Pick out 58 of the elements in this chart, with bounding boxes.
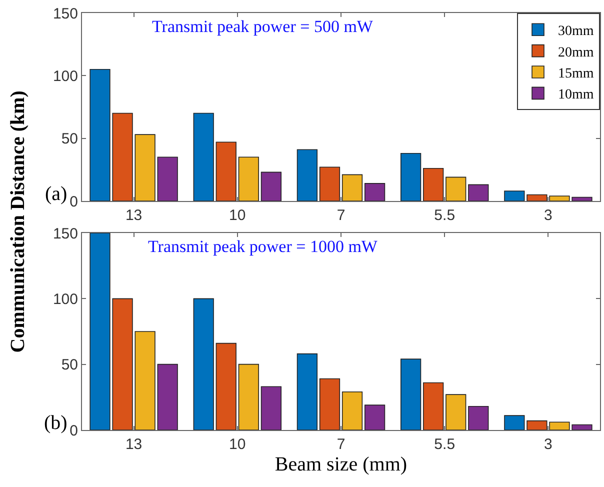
text: (b) <box>44 412 68 434</box>
annotation: Transmit peak power = 1000 mW <box>148 237 378 256</box>
y-tick-label: 100 <box>52 290 78 308</box>
bar <box>193 298 214 430</box>
bar <box>364 404 386 430</box>
bar <box>134 134 156 201</box>
bar <box>342 174 363 201</box>
y-tick-label: 0 <box>70 193 78 210</box>
bar <box>400 358 422 430</box>
bar <box>134 331 156 430</box>
bar <box>342 392 363 430</box>
x-tick-label: 10 <box>229 207 246 224</box>
bar <box>193 112 214 201</box>
bar <box>423 168 444 201</box>
legend-label: 10mm <box>558 88 594 103</box>
bar <box>504 190 525 201</box>
bar <box>319 166 340 201</box>
bar <box>260 386 282 430</box>
bar <box>468 406 489 430</box>
bar <box>446 394 466 430</box>
bar <box>319 378 340 430</box>
bar <box>238 156 259 201</box>
y-tick-label: 0 <box>70 422 78 440</box>
x-tick-label: 7 <box>336 207 346 224</box>
y-axis-title: Communication Distance (km) <box>6 90 29 353</box>
legend-label: 20mm <box>558 45 594 60</box>
bar <box>216 342 236 430</box>
x-tick-label: 7 <box>336 436 346 453</box>
y-tick-label: 50 <box>61 356 78 374</box>
bar <box>296 149 318 201</box>
y-tick-label: 100 <box>52 68 78 85</box>
bar <box>364 183 386 201</box>
x-tick-label: 5.5 <box>434 207 456 224</box>
x-tick-label: 5.5 <box>434 436 456 453</box>
legend-label: 30mm <box>558 24 594 40</box>
y-tick-label: 50 <box>61 130 78 148</box>
bar <box>216 142 236 201</box>
bar <box>157 364 178 430</box>
x-tick-label: 13 <box>125 207 142 224</box>
bar <box>423 382 444 430</box>
bar <box>296 353 318 430</box>
bar <box>504 415 525 430</box>
bar <box>446 176 466 201</box>
bar <box>260 172 282 201</box>
bar <box>157 156 178 201</box>
x-tick-label: 10 <box>229 436 246 453</box>
legend-label: 15mm <box>558 66 594 82</box>
bar <box>468 184 489 201</box>
x-tick-label: 13 <box>125 436 142 453</box>
y-tick-label: 150 <box>52 5 78 22</box>
text: (a) <box>45 183 68 205</box>
y-tick-label: 150 <box>52 225 78 242</box>
x-tick-label: 3 <box>544 436 552 453</box>
annotation: Transmit peak power = 500 mW <box>152 17 374 36</box>
bar <box>400 152 422 201</box>
x-axis-title: Beam size (mm) <box>274 454 408 476</box>
bar <box>238 364 259 430</box>
x-tick-label: 3 <box>544 207 552 224</box>
